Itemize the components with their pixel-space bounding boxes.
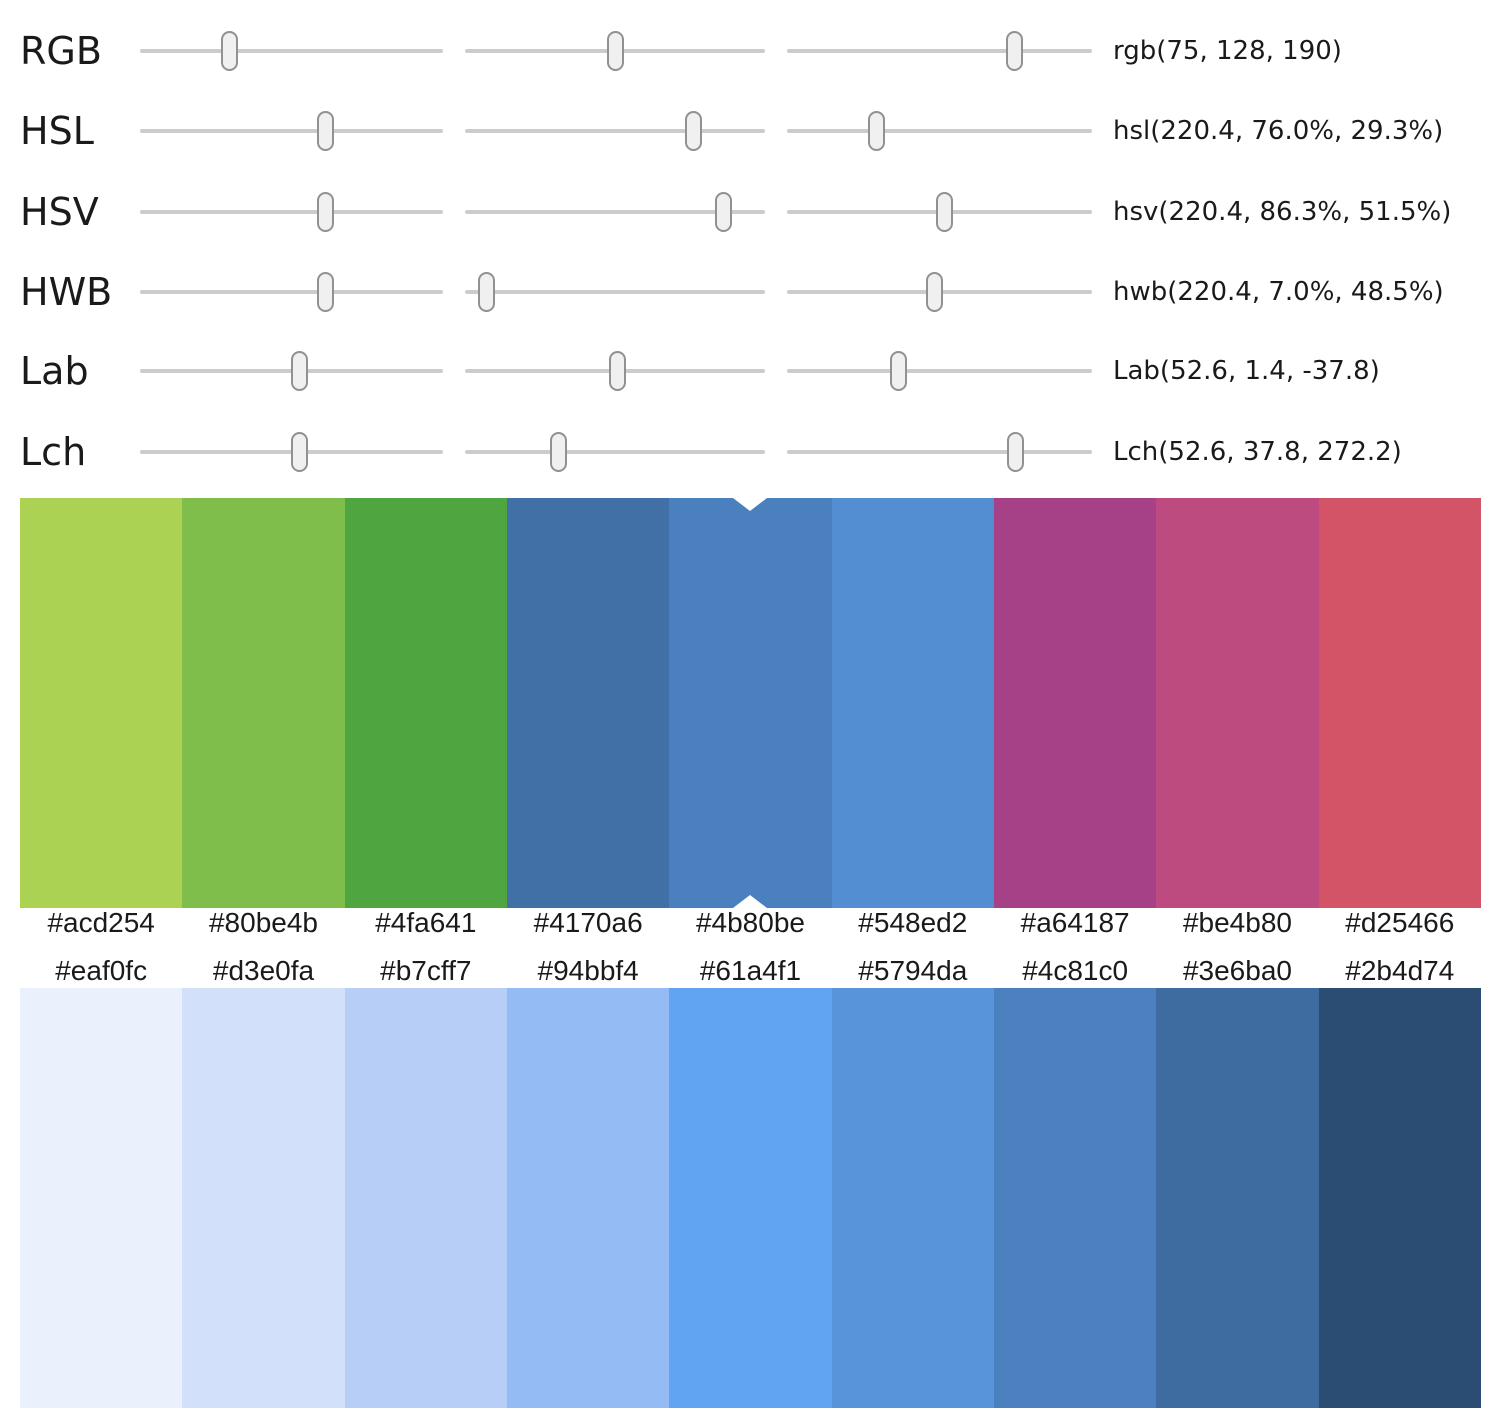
hsl-slider-1-track[interactable]	[140, 111, 443, 151]
shade-hex-label-5: #61a4f1	[699, 955, 802, 986]
rgb-slider-1-track[interactable]	[140, 31, 443, 71]
shade-hex-label-1: #eaf0fc	[55, 955, 148, 986]
shade-hex-label-8: #3e6ba0	[1182, 955, 1292, 986]
hue-hex-label-9: #d25466	[1345, 907, 1455, 938]
lch-value-label: Lch(52.6, 37.8, 272.2)	[1113, 437, 1402, 467]
hwb-slider-2-track[interactable]	[465, 272, 765, 312]
rgb-slider-1-thumb[interactable]	[221, 31, 238, 71]
hue-hex-labels: #acd254 #80be4b #4fa641 #4170a6 #4b80be #548e…	[20, 906, 1481, 940]
hsv-slider-3-thumb[interactable]	[936, 192, 953, 232]
shade-swatch-1[interactable]	[20, 988, 183, 1408]
slider-row-hwb: HWB hwb(220.4, 7.0%, 48.5%)	[0, 264, 1501, 320]
hsv-slider-1-track[interactable]	[140, 192, 443, 232]
shade-swatch-9[interactable]	[1318, 988, 1481, 1408]
hue-hex-label-4: #4170a6	[533, 907, 643, 938]
lab-slider-2-track[interactable]	[465, 351, 765, 391]
hue-swatch-3[interactable]	[344, 498, 507, 908]
hsl-slider-1-thumb[interactable]	[317, 111, 334, 151]
lab-row-label: Lab	[20, 349, 89, 393]
shade-hex-label-6: #5794da	[858, 955, 968, 986]
shade-swatch-5[interactable]	[669, 988, 832, 1408]
hue-hex-label-7: #a64187	[1020, 907, 1130, 938]
hsv-row-label: HSV	[20, 190, 99, 234]
selected-indicator-top-icon	[733, 498, 768, 511]
shade-hex-label-2: #d3e0fa	[212, 955, 315, 986]
hue-hex-label-2: #80be4b	[208, 907, 318, 938]
hwb-slider-3-track[interactable]	[787, 272, 1092, 312]
hue-hex-label-5: #4b80be	[695, 907, 805, 938]
hwb-row-label: HWB	[20, 270, 113, 314]
shade-swatch-2[interactable]	[182, 988, 345, 1408]
hue-swatch-5[interactable]	[669, 498, 832, 908]
shade-palette	[20, 988, 1481, 1408]
hsl-slider-3-thumb[interactable]	[868, 111, 885, 151]
lch-row-label: Lch	[20, 430, 87, 474]
hwb-slider-1-track[interactable]	[140, 272, 443, 312]
lch-slider-1-track[interactable]	[140, 432, 443, 472]
hue-hex-label-6: #548ed2	[858, 907, 968, 938]
hwb-slider-1-thumb[interactable]	[317, 272, 334, 312]
hue-swatch-7[interactable]	[993, 498, 1157, 908]
hwb-value-label: hwb(220.4, 7.0%, 48.5%)	[1113, 277, 1444, 307]
lab-slider-1-thumb[interactable]	[291, 351, 308, 391]
rgb-row-label: RGB	[20, 29, 102, 73]
hue-swatch-2[interactable]	[182, 498, 345, 908]
lch-slider-1-thumb[interactable]	[291, 432, 308, 472]
hue-swatch-4[interactable]	[506, 498, 670, 908]
hsv-slider-2-track[interactable]	[465, 192, 765, 232]
hsl-value-label: hsl(220.4, 76.0%, 29.3%)	[1113, 116, 1444, 146]
lab-slider-1-track[interactable]	[140, 351, 443, 391]
shade-swatch-7[interactable]	[993, 988, 1157, 1408]
lch-slider-3-track[interactable]	[787, 432, 1092, 472]
hue-hex-label-1: #acd254	[47, 907, 155, 938]
hwb-slider-2-thumb[interactable]	[478, 272, 495, 312]
rgb-slider-2-thumb[interactable]	[607, 31, 624, 71]
shade-swatch-8[interactable]	[1156, 988, 1319, 1408]
rgb-slider-2-track[interactable]	[465, 31, 765, 71]
slider-row-lab: Lab Lab(52.6, 1.4, -37.8)	[0, 343, 1501, 399]
hsv-slider-2-thumb[interactable]	[715, 192, 732, 232]
lab-slider-2-thumb[interactable]	[609, 351, 626, 391]
shade-swatch-4[interactable]	[506, 988, 670, 1408]
rgb-slider-3-track[interactable]	[787, 31, 1092, 71]
rgb-value-label: rgb(75, 128, 190)	[1113, 36, 1342, 66]
lab-slider-3-track[interactable]	[787, 351, 1092, 391]
hue-palette	[20, 498, 1481, 908]
slider-row-hsl: HSL hsl(220.4, 76.0%, 29.3%)	[0, 103, 1501, 159]
slider-row-rgb: RGB rgb(75, 128, 190)	[0, 23, 1501, 79]
hue-hex-label-3: #4fa641	[375, 907, 477, 938]
hue-swatch-9[interactable]	[1318, 498, 1481, 908]
hsl-slider-2-track[interactable]	[465, 111, 765, 151]
shade-hex-label-9: #2b4d74	[1345, 955, 1455, 986]
hwb-slider-3-thumb[interactable]	[926, 272, 943, 312]
rgb-slider-3-thumb[interactable]	[1006, 31, 1023, 71]
hsl-slider-2-thumb[interactable]	[685, 111, 702, 151]
shade-swatch-6[interactable]	[831, 988, 994, 1408]
lch-slider-2-track[interactable]	[465, 432, 765, 472]
hsv-value-label: hsv(220.4, 86.3%, 51.5%)	[1113, 197, 1452, 227]
slider-row-hsv: HSV hsv(220.4, 86.3%, 51.5%)	[0, 184, 1501, 240]
slider-row-lch: Lch Lch(52.6, 37.8, 272.2)	[0, 424, 1501, 480]
lab-slider-3-thumb[interactable]	[890, 351, 907, 391]
hue-swatch-1[interactable]	[20, 498, 183, 908]
shade-swatch-3[interactable]	[344, 988, 507, 1408]
shade-hex-label-3: #b7cff7	[380, 955, 472, 986]
hsv-slider-3-track[interactable]	[787, 192, 1092, 232]
hue-swatch-8[interactable]	[1156, 498, 1319, 908]
shade-hex-label-4: #94bbf4	[537, 955, 639, 986]
lch-slider-3-thumb[interactable]	[1007, 432, 1024, 472]
hsl-row-label: HSL	[20, 109, 94, 153]
lab-value-label: Lab(52.6, 1.4, -37.8)	[1113, 356, 1380, 386]
shade-hex-label-7: #4c81c0	[1022, 955, 1129, 986]
shade-hex-labels: #eaf0fc #d3e0fa #b7cff7 #94bbf4 #61a4f1 #5794…	[20, 954, 1481, 988]
hsl-slider-3-track[interactable]	[787, 111, 1092, 151]
hsv-slider-1-thumb[interactable]	[317, 192, 334, 232]
lch-slider-2-thumb[interactable]	[550, 432, 567, 472]
hue-swatch-6[interactable]	[831, 498, 994, 908]
hue-hex-label-8: #be4b80	[1182, 907, 1292, 938]
